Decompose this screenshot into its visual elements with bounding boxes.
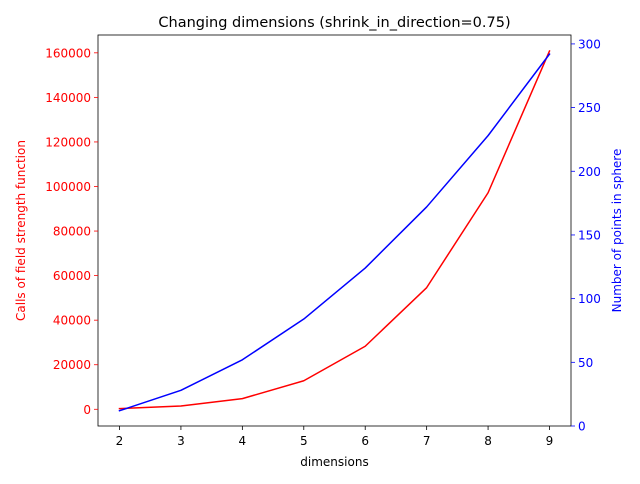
left-y-tick-label: 0: [83, 403, 91, 417]
x-tick-label: 8: [484, 434, 492, 448]
x-tick-label: 2: [116, 434, 124, 448]
right-y-tick-label: 100: [578, 292, 601, 306]
left-y-tick-label: 80000: [53, 225, 91, 239]
x-tick-label: 9: [546, 434, 554, 448]
left-y-axis: 0 20000 40000 60000 80000 100000 120000 140000 1…: [45, 46, 98, 417]
right-y-tick-label: 300: [578, 37, 601, 51]
left-y-axis-title: Calls of field strength function: [14, 140, 28, 321]
right-y-axis-title: Number of points in sphere: [610, 149, 624, 313]
right-y-tick-label: 0: [578, 420, 586, 434]
left-y-tick-label: 160000: [45, 46, 91, 60]
x-tick-label: 3: [177, 434, 185, 448]
right-y-tick-label: 50: [578, 356, 593, 370]
left-y-tick-label: 60000: [53, 269, 91, 283]
right-y-axis: 0 50 100 150 200 250 300: [571, 37, 601, 434]
right-y-tick-label: 200: [578, 165, 601, 179]
left-axis-series-line: [118, 50, 551, 410]
left-y-tick-label: 140000: [45, 91, 91, 105]
chart-title: Changing dimensions (shrink_in_direction…: [158, 15, 510, 31]
right-axis-series-line: [118, 53, 551, 412]
x-axis-title: dimensions: [300, 455, 368, 469]
right-y-tick-label: 150: [578, 228, 601, 242]
x-tick-label: 5: [300, 434, 308, 448]
x-tick-label: 6: [361, 434, 369, 448]
left-y-tick-label: 40000: [53, 314, 91, 328]
right-y-tick-label: 250: [578, 101, 601, 115]
x-tick-label: 7: [423, 434, 431, 448]
left-y-tick-label: 120000: [45, 135, 91, 149]
plot-lines: [118, 50, 551, 412]
x-tick-label: 4: [239, 434, 247, 448]
left-y-tick-label: 20000: [53, 358, 91, 372]
left-y-tick-label: 100000: [45, 180, 91, 194]
plot-frame: [97, 34, 572, 427]
x-axis: 2 3 4 5 6 7 8 9: [116, 426, 554, 448]
